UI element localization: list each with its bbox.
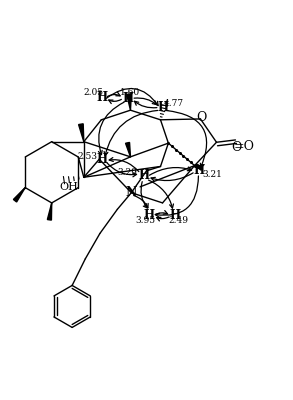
FancyArrowPatch shape [149,180,173,208]
FancyArrowPatch shape [155,176,198,217]
Text: H: H [138,169,149,182]
FancyArrowPatch shape [107,163,137,177]
FancyArrowPatch shape [98,102,124,155]
FancyArrowPatch shape [134,101,157,108]
Text: 1.60: 1.60 [120,88,141,97]
Text: N: N [125,186,137,199]
Text: 3.21: 3.21 [202,170,222,179]
Text: 3.29: 3.29 [117,168,137,177]
Text: H: H [169,209,180,222]
FancyArrowPatch shape [155,210,168,214]
Polygon shape [127,94,131,110]
FancyArrowPatch shape [109,158,139,172]
Text: H: H [97,92,108,104]
FancyArrowPatch shape [106,88,158,106]
FancyArrowPatch shape [141,182,147,208]
FancyArrowPatch shape [104,110,158,156]
FancyArrowPatch shape [134,196,148,208]
Text: O: O [232,141,242,154]
Text: H: H [193,164,205,177]
Polygon shape [47,203,52,220]
Text: =O: =O [234,140,255,154]
FancyArrowPatch shape [134,98,156,104]
Text: O: O [197,111,207,124]
Text: 4.77: 4.77 [163,99,183,108]
Text: 2.05: 2.05 [84,88,103,97]
FancyArrowPatch shape [166,110,207,168]
Text: OH: OH [59,182,78,192]
Polygon shape [13,188,25,202]
FancyArrowPatch shape [151,173,193,181]
Polygon shape [195,166,203,170]
Text: H: H [122,92,133,105]
FancyArrowPatch shape [108,92,120,96]
Text: 2.49: 2.49 [168,216,189,226]
Text: H: H [143,209,154,222]
Text: H: H [158,101,169,114]
FancyArrowPatch shape [109,99,121,104]
FancyArrowPatch shape [149,167,192,175]
Text: 3.95: 3.95 [135,216,155,226]
Polygon shape [79,124,84,142]
FancyArrowPatch shape [157,217,169,221]
Text: 2.53: 2.53 [78,152,98,161]
Polygon shape [125,142,130,157]
Text: H: H [97,153,108,166]
